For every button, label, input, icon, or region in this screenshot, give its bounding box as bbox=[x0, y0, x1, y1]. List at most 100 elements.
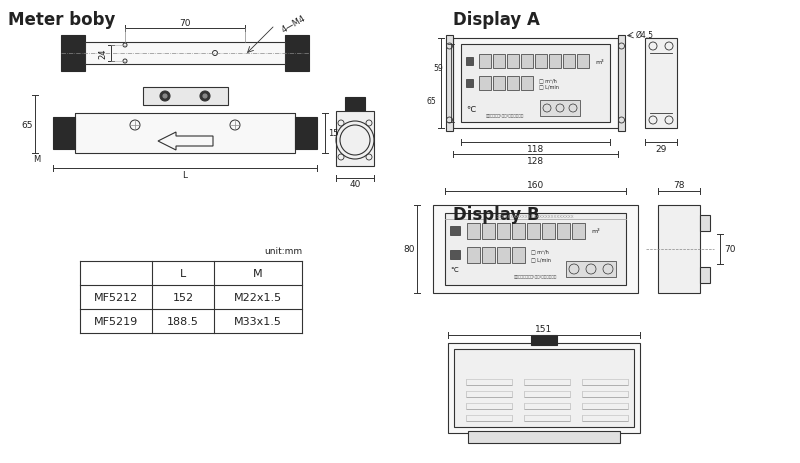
Text: 65: 65 bbox=[22, 120, 33, 129]
Bar bbox=[85, 43, 285, 65]
Bar bbox=[493, 55, 505, 69]
Text: unit:mm: unit:mm bbox=[264, 247, 302, 256]
Bar bbox=[658, 206, 700, 294]
Text: 15: 15 bbox=[328, 129, 338, 138]
Bar bbox=[450, 226, 460, 236]
Text: 40: 40 bbox=[350, 180, 361, 188]
Bar bbox=[572, 224, 585, 239]
Bar bbox=[507, 55, 519, 69]
Text: □ m³/h: □ m³/h bbox=[531, 249, 549, 254]
Bar bbox=[461, 45, 610, 123]
Bar bbox=[582, 403, 628, 409]
Bar bbox=[566, 262, 616, 277]
Bar bbox=[468, 431, 620, 443]
Bar bbox=[700, 216, 710, 232]
Bar bbox=[582, 391, 628, 397]
Bar bbox=[450, 250, 460, 259]
Bar bbox=[466, 391, 512, 397]
Text: M: M bbox=[34, 155, 41, 164]
Bar bbox=[142, 88, 227, 106]
Bar bbox=[549, 55, 561, 69]
Bar bbox=[454, 349, 634, 427]
Circle shape bbox=[203, 95, 207, 99]
Bar bbox=[295, 118, 317, 150]
Bar bbox=[582, 415, 628, 421]
Text: M: M bbox=[253, 269, 263, 278]
Bar bbox=[482, 247, 495, 263]
Text: Display B: Display B bbox=[453, 206, 540, 224]
Text: 59: 59 bbox=[434, 64, 443, 73]
Bar bbox=[582, 379, 628, 385]
Bar bbox=[479, 55, 491, 69]
Bar bbox=[540, 101, 580, 117]
Text: 4—M4: 4—M4 bbox=[280, 13, 307, 34]
Bar bbox=[497, 247, 510, 263]
Text: 70: 70 bbox=[179, 19, 190, 28]
Bar bbox=[466, 58, 473, 66]
Text: 29: 29 bbox=[655, 144, 666, 153]
Circle shape bbox=[163, 95, 167, 99]
Text: 78: 78 bbox=[674, 181, 685, 190]
Bar bbox=[512, 247, 525, 263]
Text: 华海仪化电量(上海)有限责任公司: 华海仪化电量(上海)有限责任公司 bbox=[486, 113, 524, 117]
Bar bbox=[466, 403, 512, 409]
Bar bbox=[524, 415, 570, 421]
Text: 80: 80 bbox=[403, 245, 414, 254]
Text: Ø4.5: Ø4.5 bbox=[636, 31, 654, 39]
Text: Meter boby: Meter boby bbox=[8, 11, 115, 29]
Bar bbox=[482, 224, 495, 239]
Text: 70: 70 bbox=[724, 245, 736, 254]
Bar bbox=[467, 247, 480, 263]
Bar bbox=[493, 77, 505, 91]
Bar bbox=[61, 36, 85, 72]
Text: 24: 24 bbox=[98, 49, 107, 59]
Text: L: L bbox=[180, 269, 186, 278]
Text: MF5212: MF5212 bbox=[94, 292, 138, 302]
Bar bbox=[479, 77, 491, 91]
Bar bbox=[497, 224, 510, 239]
Bar bbox=[535, 55, 547, 69]
Bar bbox=[453, 39, 618, 129]
Bar bbox=[285, 36, 309, 72]
Bar bbox=[345, 97, 365, 111]
Text: 151: 151 bbox=[535, 325, 553, 334]
Text: m³: m³ bbox=[595, 59, 604, 64]
Text: ℃: ℃ bbox=[466, 104, 475, 113]
Text: M22x1.5: M22x1.5 bbox=[234, 292, 282, 302]
Bar bbox=[531, 335, 557, 345]
Bar bbox=[521, 55, 533, 69]
Bar bbox=[527, 224, 540, 239]
Bar bbox=[466, 415, 512, 421]
Circle shape bbox=[200, 92, 210, 102]
Text: □ m³/h: □ m³/h bbox=[539, 78, 557, 83]
Text: □ L/min: □ L/min bbox=[531, 257, 551, 262]
Text: 160: 160 bbox=[527, 181, 544, 190]
Bar bbox=[466, 379, 512, 385]
Text: 118: 118 bbox=[527, 144, 544, 153]
Bar bbox=[512, 224, 525, 239]
Bar bbox=[336, 111, 374, 166]
Bar bbox=[75, 114, 295, 154]
Text: 128: 128 bbox=[527, 156, 544, 165]
Bar bbox=[445, 213, 626, 285]
Bar bbox=[524, 391, 570, 397]
Bar bbox=[466, 80, 473, 88]
Bar bbox=[524, 403, 570, 409]
Text: m³: m³ bbox=[591, 229, 600, 234]
Text: 65: 65 bbox=[426, 97, 436, 106]
Text: 华海仪化电量仪表(上海)有限责任公司: 华海仪化电量仪表(上海)有限责任公司 bbox=[514, 274, 557, 277]
Circle shape bbox=[160, 92, 170, 102]
Text: 188.5: 188.5 bbox=[167, 316, 199, 326]
Bar bbox=[507, 77, 519, 91]
Text: Display A: Display A bbox=[453, 11, 540, 29]
Bar bbox=[577, 55, 589, 69]
Bar bbox=[557, 224, 570, 239]
Bar bbox=[467, 224, 480, 239]
Text: L: L bbox=[182, 170, 187, 179]
Bar bbox=[563, 55, 575, 69]
Text: M33x1.5: M33x1.5 bbox=[234, 316, 282, 326]
Bar bbox=[521, 77, 533, 91]
Text: □ L/min: □ L/min bbox=[539, 84, 559, 89]
Text: ℃: ℃ bbox=[450, 266, 458, 272]
Bar bbox=[448, 343, 640, 433]
